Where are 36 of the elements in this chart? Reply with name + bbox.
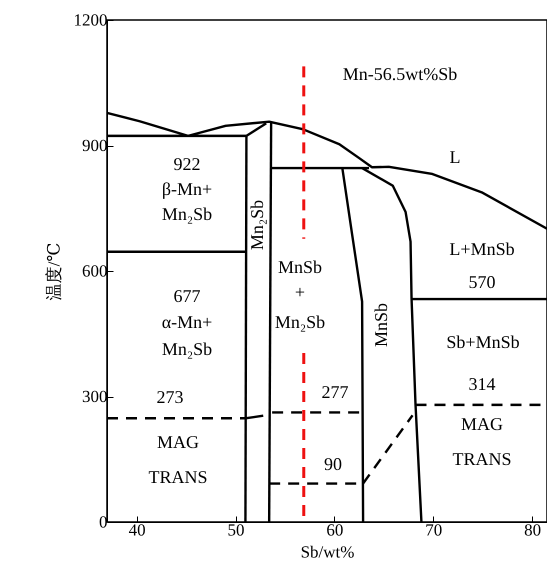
annotation: MAG xyxy=(156,432,200,452)
annotation: Mn₂Sb xyxy=(247,200,267,250)
annotation: 314 xyxy=(468,374,496,394)
x-tick-label: 50 xyxy=(228,520,245,540)
annotation: Mn₂Sb xyxy=(162,204,212,224)
x-tick-label: 80 xyxy=(524,520,542,540)
annotation: 90 xyxy=(324,454,342,474)
y-tick-label: 0 xyxy=(99,512,108,532)
annotation: MnSb xyxy=(371,302,391,348)
annotation: β-Mn+ xyxy=(162,179,212,199)
y-tick-label: 900 xyxy=(82,136,108,155)
annotation: Mn₂Sb xyxy=(274,312,326,332)
annotation: TRANS xyxy=(452,449,512,469)
annotation: + xyxy=(294,282,306,302)
y-axis-title: 温度/℃ xyxy=(44,242,64,300)
annotation: 677 xyxy=(174,286,200,306)
annotation: TRANS xyxy=(148,467,208,487)
annotation: Sb+MnSb xyxy=(446,332,520,352)
x-tick-label: 70 xyxy=(425,520,442,540)
annotation: 922 xyxy=(174,154,200,174)
y-tick-label: 300 xyxy=(82,387,108,406)
annotation: MAG xyxy=(460,414,504,434)
x-axis-title: Sb/wt% xyxy=(300,542,354,562)
annotation: 277 xyxy=(322,382,348,402)
annotation: α-Mn+ xyxy=(162,312,212,332)
x-tick-label: 60 xyxy=(326,520,344,540)
annotation: MnSb xyxy=(278,257,322,277)
annotation: 570 xyxy=(468,272,496,292)
y-tick-label: 600 xyxy=(82,262,108,280)
annotation: 273 xyxy=(156,387,184,407)
annotation: Mn₂Sb xyxy=(162,339,212,359)
annotation: Mn-56.5wt%Sb xyxy=(342,64,458,84)
y-tick-label: 1200 xyxy=(74,10,108,30)
annotation: L+MnSb xyxy=(449,239,515,259)
annotation: L xyxy=(450,147,460,167)
x-tick-label: 40 xyxy=(128,520,146,540)
